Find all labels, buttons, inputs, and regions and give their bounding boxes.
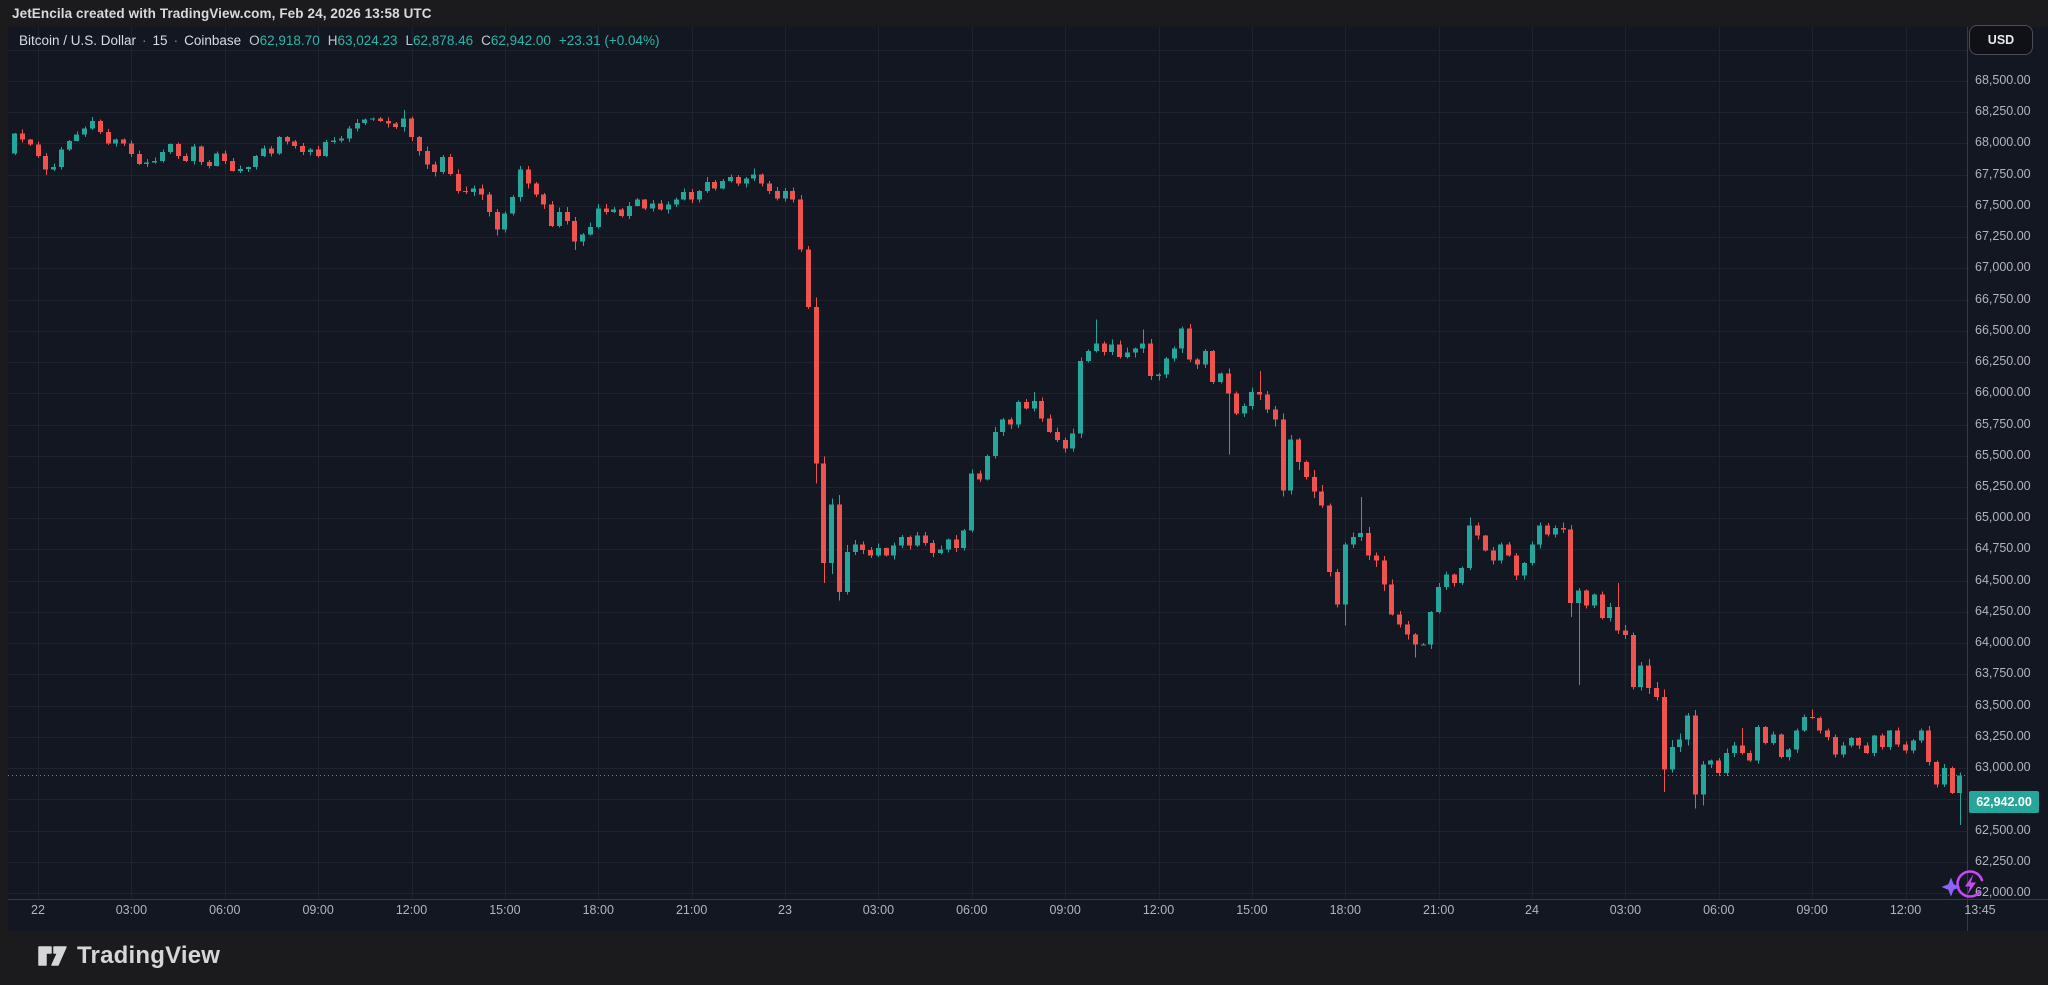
time-axis-label: 09:00 [1796,903,1828,917]
attribution-text: JetEncila created with TradingView.com, … [12,6,432,21]
time-axis-label: 21:00 [1422,903,1455,917]
open-value: 62,918.70 [259,33,320,48]
exchange-label[interactable]: Coinbase [184,33,242,48]
close-value: 62,942.00 [490,33,551,48]
time-axis-label: 09:00 [302,903,334,917]
footer-bar: TradingView [0,931,2048,985]
time-axis-label: 03:00 [862,903,895,917]
price-axis-label: 67,500.00 [1975,197,2031,212]
time-axis-label: 22 [31,903,45,917]
symbol-title[interactable]: Bitcoin / U.S. Dollar [19,33,137,48]
price-axis-label: 68,500.00 [1975,73,2031,87]
time-axis-label: 21:00 [675,903,708,917]
time-axis-label: 12:00 [395,903,428,917]
price-axis-label: 66,750.00 [1975,291,2031,306]
price-axis-label: 64,000.00 [1975,635,2031,650]
price-axis-label: 63,250.00 [1975,728,2031,743]
price-axis-label: 68,250.00 [1975,104,2031,119]
price-axis-label: 66,000.00 [1975,385,2031,400]
price-axis-label: 66,250.00 [1975,354,2031,369]
time-axis-label: 03:00 [1609,903,1642,917]
price-axis-label: 64,500.00 [1975,572,2031,587]
time-axis-label: 13:45 [1964,903,1996,917]
price-axis-label: 65,750.00 [1975,416,2031,431]
time-axis-label: 06:00 [209,903,241,917]
high-value: 63,024.23 [337,33,398,48]
price-axis-label: 62,500.00 [1975,822,2031,837]
price-axis-label: 63,000.00 [1975,760,2031,775]
price-axis-label: 65,250.00 [1975,478,2031,493]
tradingview-logo-text: TradingView [77,942,221,969]
close-key: C [481,33,491,48]
time-axis-label: 03:00 [115,903,148,917]
price-axis-label: 65,000.00 [1975,510,2031,525]
price-axis-label: 62,000.00 [1975,884,2031,899]
time-axis-label: 24 [1525,903,1539,917]
change-value: +23.31 (+0.04%) [558,33,660,48]
price-axis-label: 65,500.00 [1975,447,2031,462]
open-key: O [249,33,260,48]
time-axis-label: 15:00 [1236,903,1268,917]
price-axis-label: 63,750.00 [1975,666,2031,681]
time-axis-label: 23 [778,903,792,917]
candlestick-chart-canvas[interactable] [8,27,2048,931]
time-axis-label: 06:00 [956,903,988,917]
high-key: H [327,33,338,48]
tradingview-logo-mark [38,946,67,966]
price-axis-label: 68,000.00 [1975,135,2031,150]
time-axis-label: 12:00 [1142,903,1175,917]
time-axis-label: 12:00 [1889,903,1922,917]
price-axis-label: 67,250.00 [1975,229,2031,244]
low-value: 62,878.46 [413,33,474,48]
legend-separator: · [142,33,147,48]
low-key: L [405,33,414,48]
currency-toggle-button[interactable]: USD [1969,25,2033,55]
legend-separator: · [173,33,179,48]
price-axis-label: 67,000.00 [1975,260,2031,275]
price-axis-label: 64,250.00 [1975,603,2031,618]
interval-label[interactable]: 15 [152,33,168,48]
tradingview-logo[interactable]: TradingView [38,942,220,970]
time-axis-label: 18:00 [582,903,614,917]
time-axis-label: 15:00 [489,903,521,917]
time-axis-label: 18:00 [1329,903,1361,917]
symbol-legend[interactable]: Bitcoin / U.S. Dollar · 15 · Coinbase O 62,91… [19,33,659,48]
time-axis-label: 06:00 [1703,903,1735,917]
last-price-label: 62,942.00 [1969,791,2039,814]
time-axis-label: 09:00 [1049,903,1081,917]
price-axis-label: 67,750.00 [1975,166,2031,181]
price-axis-label: 64,750.00 [1975,541,2031,556]
price-axis-label: 63,500.00 [1975,697,2031,712]
attribution-bar: JetEncila created with TradingView.com, … [0,0,2048,27]
price-axis-label: 62,250.00 [1975,853,2031,868]
spark-lightning-icon[interactable] [1939,864,1989,911]
price-axis-label: 66,500.00 [1975,322,2031,337]
chart-pane[interactable]: Bitcoin / U.S. Dollar · 15 · Coinbase O 62,91… [8,25,2048,931]
